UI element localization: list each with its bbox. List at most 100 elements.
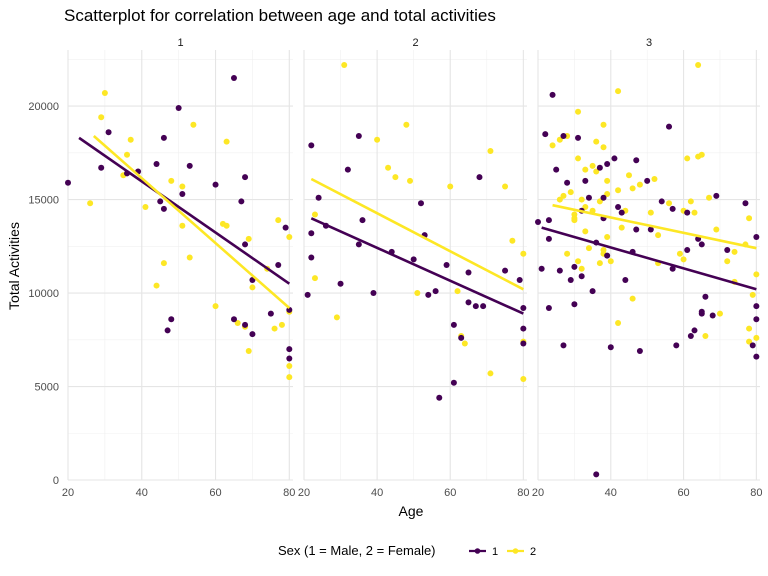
data-point-sex-1 bbox=[611, 155, 618, 162]
x-tick-label: 60 bbox=[677, 487, 689, 499]
data-point-sex-2 bbox=[212, 303, 219, 310]
data-point-sex-1 bbox=[242, 321, 249, 328]
y-axis-label: Total Activities bbox=[6, 222, 22, 310]
data-point-sex-2 bbox=[695, 61, 702, 68]
data-point-sex-2 bbox=[142, 204, 149, 211]
data-point-sex-2 bbox=[600, 144, 607, 151]
data-point-sex-2 bbox=[680, 256, 687, 263]
data-point-sex-2 bbox=[556, 196, 563, 203]
data-point-sex-2 bbox=[556, 136, 563, 143]
data-point-sex-2 bbox=[724, 258, 731, 265]
data-point-sex-1 bbox=[589, 288, 596, 295]
data-point-sex-2 bbox=[392, 174, 399, 181]
regression-line-sex-1 bbox=[541, 226, 757, 291]
data-point-sex-2 bbox=[615, 187, 622, 194]
data-point-sex-1 bbox=[644, 177, 651, 184]
data-point-sex-1 bbox=[520, 340, 527, 347]
data-point-sex-2 bbox=[414, 290, 421, 297]
data-point-sex-2 bbox=[578, 265, 585, 272]
data-point-sex-2 bbox=[604, 233, 611, 240]
data-point-sex-1 bbox=[622, 276, 629, 283]
data-point-sex-1 bbox=[417, 200, 424, 207]
x-tick-label: 20 bbox=[298, 487, 310, 499]
data-point-sex-2 bbox=[98, 114, 105, 121]
data-point-sex-2 bbox=[341, 61, 348, 68]
data-point-sex-1 bbox=[344, 166, 351, 173]
data-point-sex-2 bbox=[311, 211, 318, 218]
y-tick-label: 0 bbox=[53, 475, 59, 487]
data-point-sex-2 bbox=[461, 340, 468, 347]
data-point-sex-1 bbox=[542, 131, 549, 138]
data-point-sex-1 bbox=[286, 346, 293, 353]
data-point-sex-2 bbox=[571, 215, 578, 222]
data-point-sex-1 bbox=[607, 344, 614, 351]
x-tick-label: 60 bbox=[209, 487, 221, 499]
data-point-sex-1 bbox=[450, 379, 457, 386]
data-point-sex-1 bbox=[465, 269, 472, 276]
data-point-sex-2 bbox=[578, 196, 585, 203]
data-point-sex-1 bbox=[604, 161, 611, 168]
data-point-sex-2 bbox=[190, 121, 197, 128]
data-point-sex-1 bbox=[370, 290, 377, 297]
data-point-sex-1 bbox=[604, 252, 611, 259]
data-point-sex-1 bbox=[575, 134, 582, 141]
data-point-sex-2 bbox=[615, 88, 622, 95]
legend-key-point bbox=[512, 548, 519, 554]
data-point-sex-2 bbox=[596, 260, 603, 267]
data-point-sex-1 bbox=[571, 263, 578, 270]
data-point-sex-1 bbox=[212, 181, 219, 188]
data-point-sex-2 bbox=[593, 168, 600, 175]
data-point-sex-2 bbox=[223, 138, 230, 145]
data-point-sex-1 bbox=[465, 299, 472, 306]
data-point-sex-1 bbox=[476, 174, 483, 181]
data-point-sex-2 bbox=[691, 209, 698, 216]
legend-label: 2 bbox=[530, 546, 536, 558]
data-point-sex-1 bbox=[687, 333, 694, 340]
facet-panel-3: 3 20 40 60 80 bbox=[532, 37, 763, 499]
data-point-sex-1 bbox=[520, 305, 527, 311]
data-point-sex-2 bbox=[286, 374, 293, 381]
data-point-sex-1 bbox=[304, 291, 311, 298]
x-tick-label: 40 bbox=[605, 487, 617, 499]
data-point-sex-2 bbox=[607, 258, 614, 265]
data-point-sex-1 bbox=[175, 104, 182, 111]
data-point-sex-2 bbox=[124, 151, 131, 158]
data-point-sex-1 bbox=[585, 194, 592, 201]
data-point-sex-2 bbox=[615, 319, 622, 326]
data-point-sex-1 bbox=[709, 312, 716, 319]
data-point-sex-1 bbox=[618, 209, 625, 216]
data-point-sex-2 bbox=[687, 198, 694, 205]
data-point-sex-1 bbox=[545, 217, 552, 224]
data-point-sex-1 bbox=[450, 321, 457, 328]
data-point-sex-2 bbox=[618, 224, 625, 231]
data-point-sex-1 bbox=[157, 198, 164, 205]
data-point-sex-1 bbox=[230, 316, 237, 323]
data-point-sex-1 bbox=[502, 267, 509, 274]
data-point-sex-1 bbox=[567, 276, 574, 283]
data-point-sex-2 bbox=[168, 177, 175, 184]
data-point-sex-1 bbox=[753, 353, 760, 360]
data-point-sex-2 bbox=[271, 325, 278, 332]
data-point-sex-2 bbox=[702, 333, 709, 340]
data-point-sex-2 bbox=[753, 271, 760, 278]
data-point-sex-2 bbox=[153, 282, 160, 289]
y-tick-label: 10000 bbox=[28, 288, 59, 300]
data-point-sex-2 bbox=[403, 121, 410, 128]
data-point-sex-1 bbox=[480, 303, 487, 310]
data-point-sex-2 bbox=[520, 376, 527, 383]
data-point-sex-2 bbox=[706, 194, 713, 201]
facet-label: 3 bbox=[646, 37, 652, 49]
regression-line-sex-2 bbox=[552, 203, 757, 250]
data-point-sex-1 bbox=[713, 192, 720, 199]
data-point-sex-1 bbox=[582, 177, 589, 184]
data-point-sex-2 bbox=[567, 189, 574, 196]
data-point-sex-1 bbox=[458, 334, 465, 341]
data-point-sex-1 bbox=[600, 194, 607, 201]
data-point-sex-2 bbox=[101, 90, 108, 96]
data-point-sex-1 bbox=[538, 265, 545, 272]
data-point-sex-2 bbox=[560, 192, 567, 199]
x-tick-label: 60 bbox=[444, 487, 456, 499]
data-point-sex-2 bbox=[647, 209, 654, 216]
data-point-sex-2 bbox=[753, 334, 760, 341]
data-point-sex-1 bbox=[615, 204, 622, 211]
